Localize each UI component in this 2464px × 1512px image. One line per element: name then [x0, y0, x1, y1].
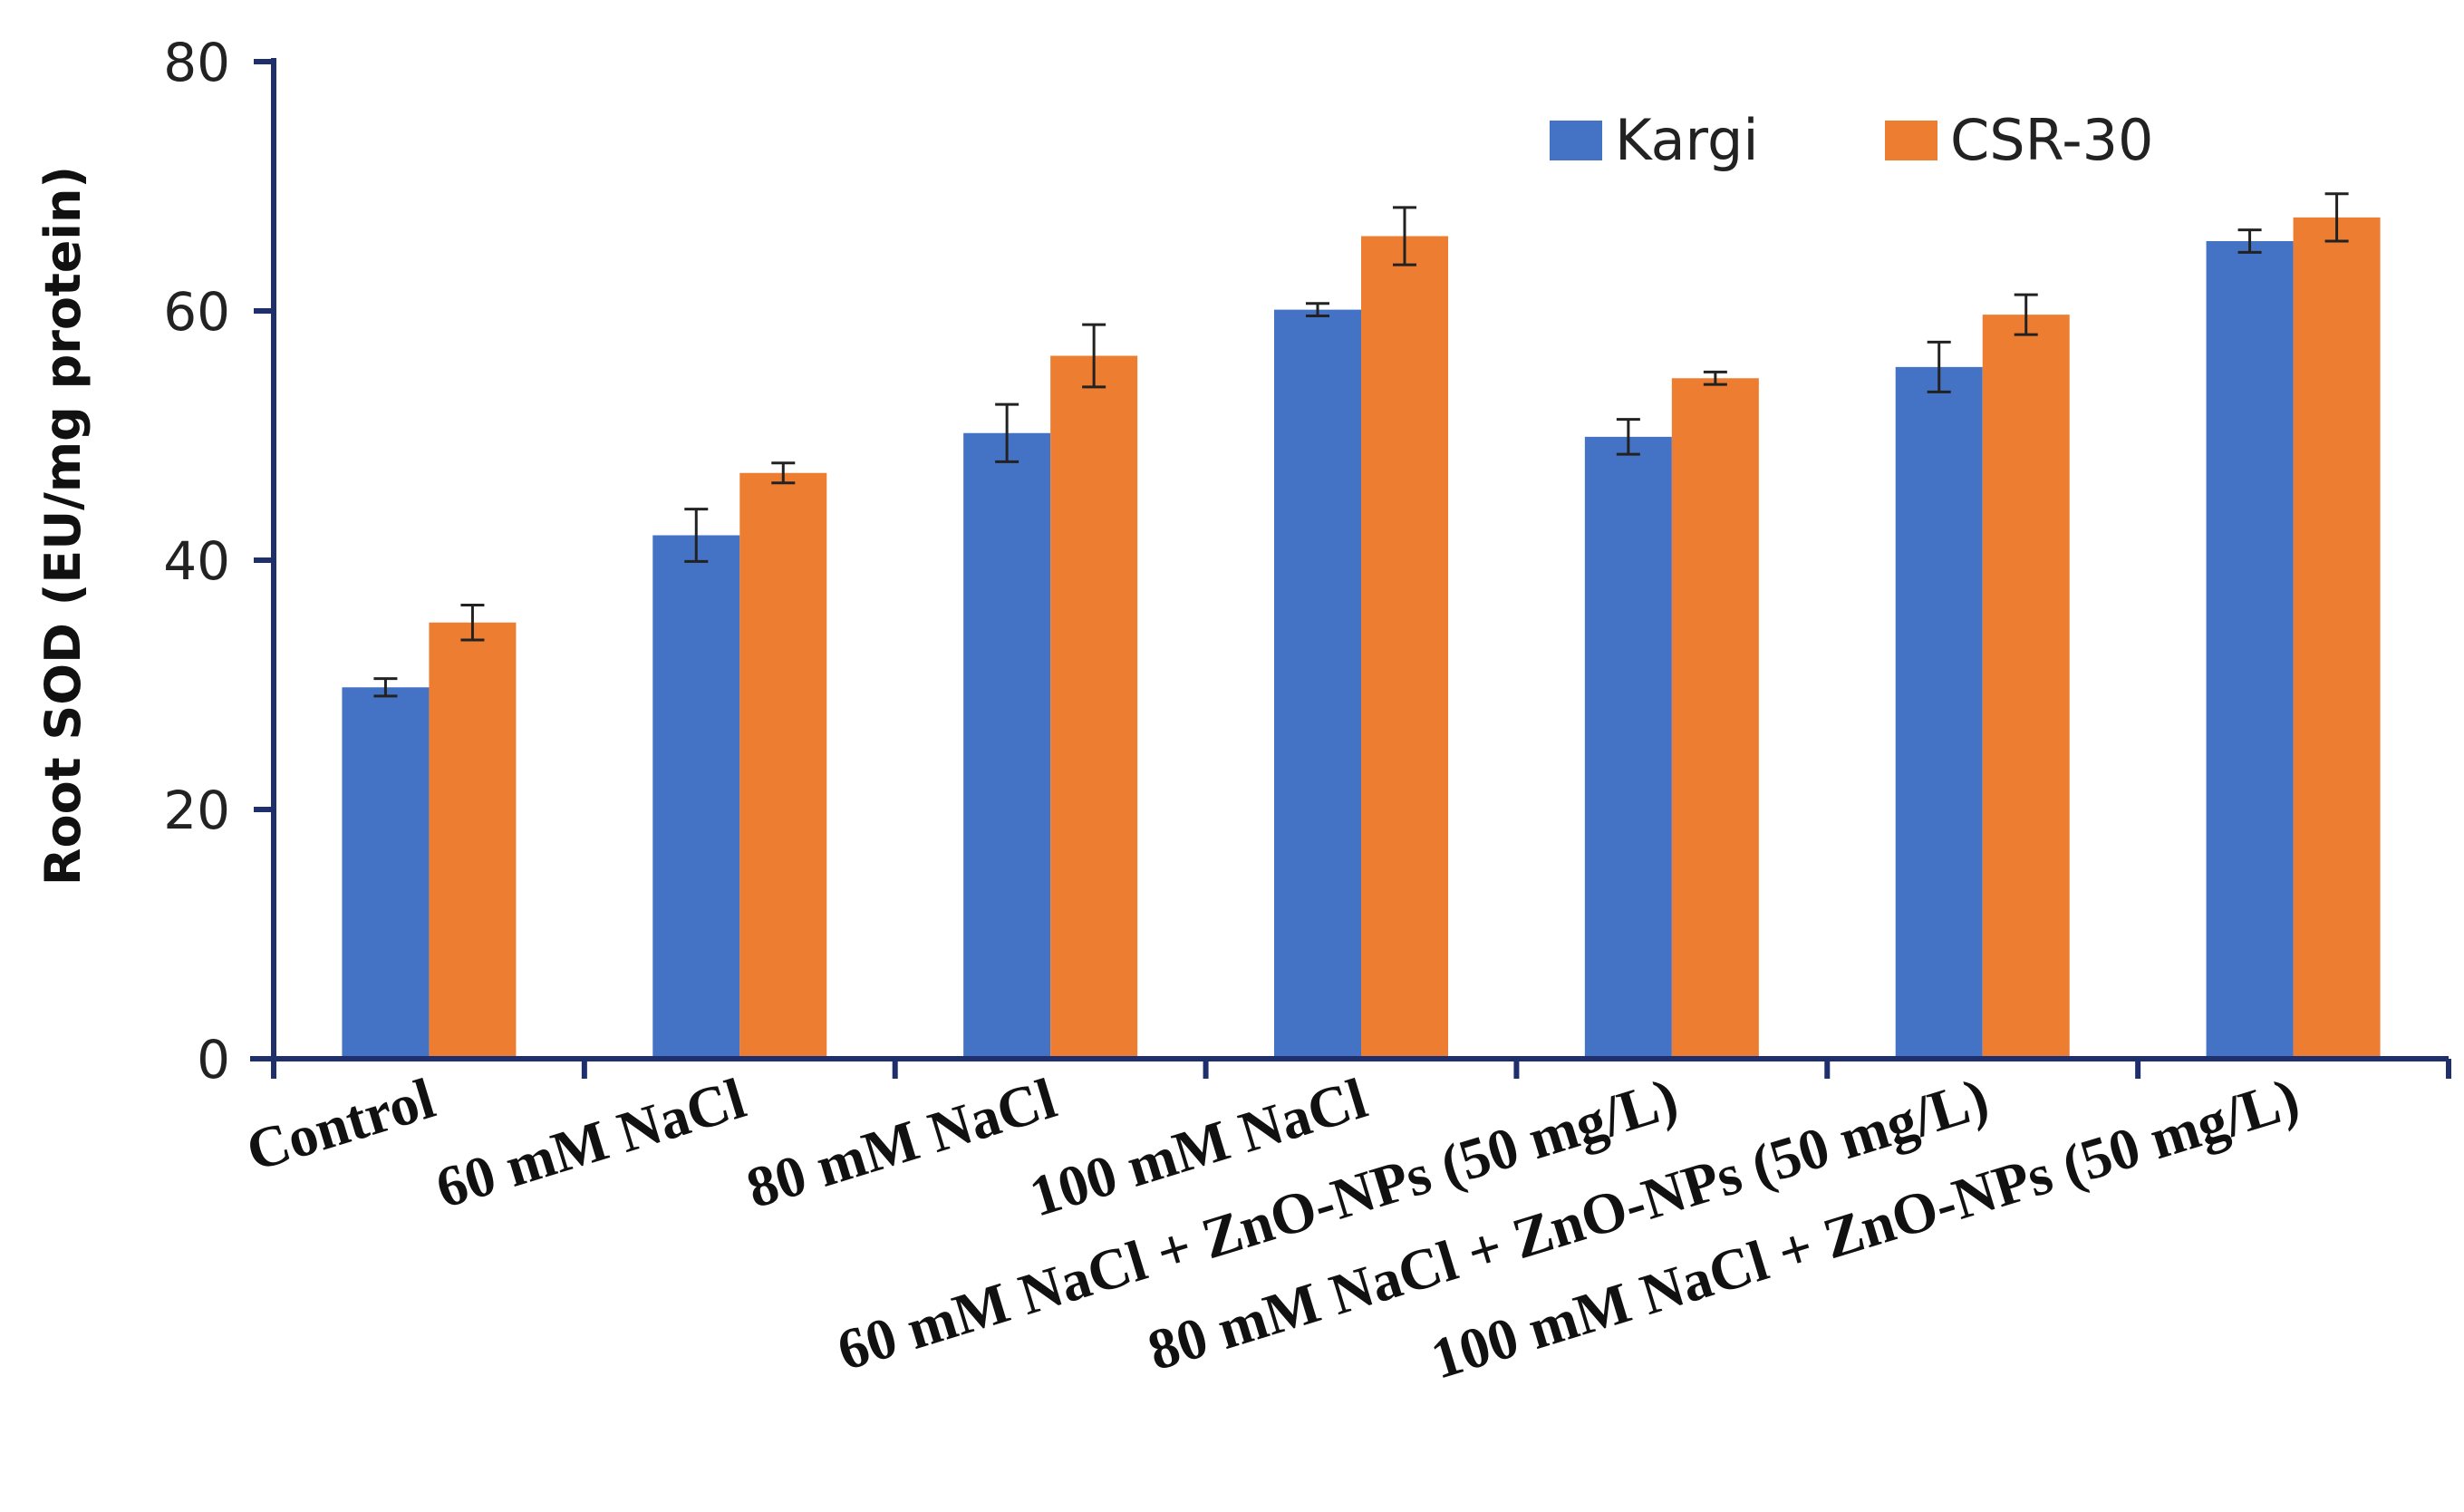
- x-category-label-60-mm-nacl: 60 mM NaCl: [429, 1065, 752, 1220]
- y-tick-label-20: 20: [163, 780, 230, 841]
- bar-kargi-control: [342, 687, 430, 1059]
- x-category-label-80-mm-nacl: 80 mM NaCl: [739, 1065, 1063, 1220]
- bar-kargi-60-mm-nacl: [652, 535, 740, 1059]
- bar-kargi-80-mm-nacl: [963, 432, 1051, 1059]
- error-bar-csr-30-100-mm-nacl-zno-nps-50-mg-l: [2324, 192, 2349, 243]
- bar-csr-30-100-mm-nacl: [1361, 236, 1448, 1059]
- legend-swatch-kargi: [1550, 121, 1602, 160]
- y-tick-label-60: 60: [163, 281, 230, 343]
- bar-kargi-100-mm-nacl-zno-nps-50-mg-l: [2206, 241, 2294, 1059]
- y-tick-label-80: 80: [163, 32, 230, 93]
- error-bar-kargi-100-mm-nacl: [1306, 302, 1329, 317]
- axes-layer: [250, 58, 2451, 1079]
- bar-kargi-100-mm-nacl: [1274, 309, 1361, 1059]
- error-bar-csr-30-80-mm-nacl-zno-nps-50-mg-l: [2014, 293, 2038, 336]
- bars-layer: [342, 217, 2381, 1059]
- y-tick-labels: 0 20 40 60 80: [163, 32, 230, 1090]
- error-bar-kargi-60-mm-nacl-zno-nps-50-mg-l: [1616, 418, 1640, 456]
- y-tick-label-40: 40: [163, 530, 230, 592]
- error-bar-csr-30-control: [460, 604, 485, 642]
- error-bar-kargi-80-mm-nacl-zno-nps-50-mg-l: [1927, 340, 1951, 393]
- error-bar-csr-30-60-mm-nacl-zno-nps-50-mg-l: [1703, 370, 1727, 386]
- bar-kargi-80-mm-nacl-zno-nps-50-mg-l: [1895, 366, 1983, 1059]
- bar-kargi-60-mm-nacl-zno-nps-50-mg-l: [1584, 436, 1672, 1059]
- error-bar-csr-30-100-mm-nacl: [1393, 206, 1416, 267]
- error-bar-csr-30-60-mm-nacl: [771, 461, 796, 485]
- legend: Kargi CSR-30: [1550, 107, 2153, 173]
- error-bar-kargi-100-mm-nacl-zno-nps-50-mg-l: [2237, 228, 2262, 254]
- error-bar-kargi-80-mm-nacl: [995, 402, 1019, 463]
- bar-csr-30-100-mm-nacl-zno-nps-50-mg-l: [2293, 217, 2381, 1059]
- x-category-label-control: Control: [239, 1065, 442, 1183]
- error-bars-layer: [373, 192, 2349, 698]
- legend-label-csr-30: CSR-30: [1950, 107, 2153, 173]
- error-bar-kargi-control: [373, 677, 398, 698]
- bar-csr-30-80-mm-nacl: [1050, 355, 1138, 1059]
- bar-csr-30-80-mm-nacl-zno-nps-50-mg-l: [1982, 315, 2070, 1059]
- error-bar-csr-30-80-mm-nacl: [1082, 323, 1106, 389]
- legend-swatch-csr-30: [1885, 121, 1937, 160]
- bar-csr-30-60-mm-nacl: [739, 472, 827, 1059]
- y-axis-title: Root SOD (EU/mg protein): [34, 166, 92, 886]
- y-tick-label-0: 0: [197, 1029, 230, 1090]
- legend-label-kargi: Kargi: [1615, 107, 1759, 173]
- bar-csr-30-60-mm-nacl-zno-nps-50-mg-l: [1671, 378, 1759, 1059]
- bar-csr-30-control: [429, 622, 517, 1059]
- error-bar-kargi-60-mm-nacl: [684, 508, 709, 563]
